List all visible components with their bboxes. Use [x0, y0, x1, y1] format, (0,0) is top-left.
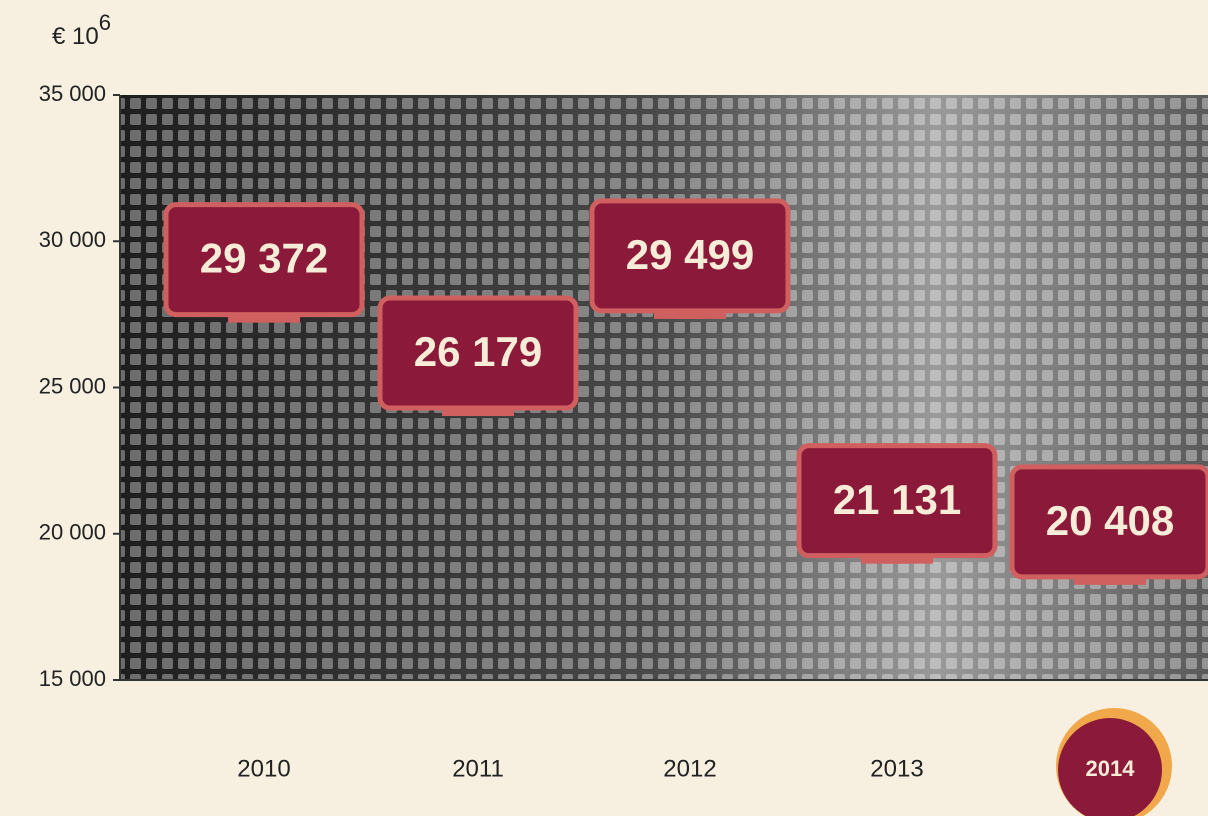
- y-tick-label: 25 000: [39, 373, 106, 398]
- highlight: [1058, 718, 1162, 816]
- monitor-neck: [1098, 576, 1122, 585]
- y-tick-label: 20 000: [39, 520, 106, 545]
- monitor-neck: [678, 310, 702, 319]
- monitor: [589, 198, 791, 314]
- unit-base: € 10: [52, 23, 99, 50]
- value-label: 26 179: [414, 328, 542, 375]
- value-label: 20 408: [1046, 497, 1174, 544]
- value-label: 29 372: [200, 235, 328, 282]
- monitor: [377, 295, 579, 411]
- x-tick-label: 2012: [663, 755, 716, 782]
- x-tick-label: 2010: [237, 755, 290, 782]
- x-tick-label: 2014: [1086, 756, 1136, 781]
- x-tick-label: 2011: [452, 755, 504, 782]
- y-tick-label: 30 000: [39, 227, 106, 252]
- monitor-neck: [466, 408, 490, 417]
- y-axis-unit: € 106: [52, 10, 111, 51]
- monitor-neck: [252, 314, 276, 323]
- value-label: 21 131: [833, 476, 961, 523]
- background-texture: [120, 95, 1208, 680]
- x-tick-label: 2013: [870, 755, 923, 782]
- monitor-neck: [885, 555, 909, 564]
- value-label: 29 499: [626, 231, 754, 278]
- unit-exponent: 6: [99, 10, 111, 35]
- y-tick-label: 15 000: [39, 666, 106, 691]
- monitor: [796, 443, 998, 559]
- monitor: [163, 202, 365, 318]
- monitor: [1009, 464, 1208, 580]
- y-tick-label: 35 000: [39, 81, 106, 106]
